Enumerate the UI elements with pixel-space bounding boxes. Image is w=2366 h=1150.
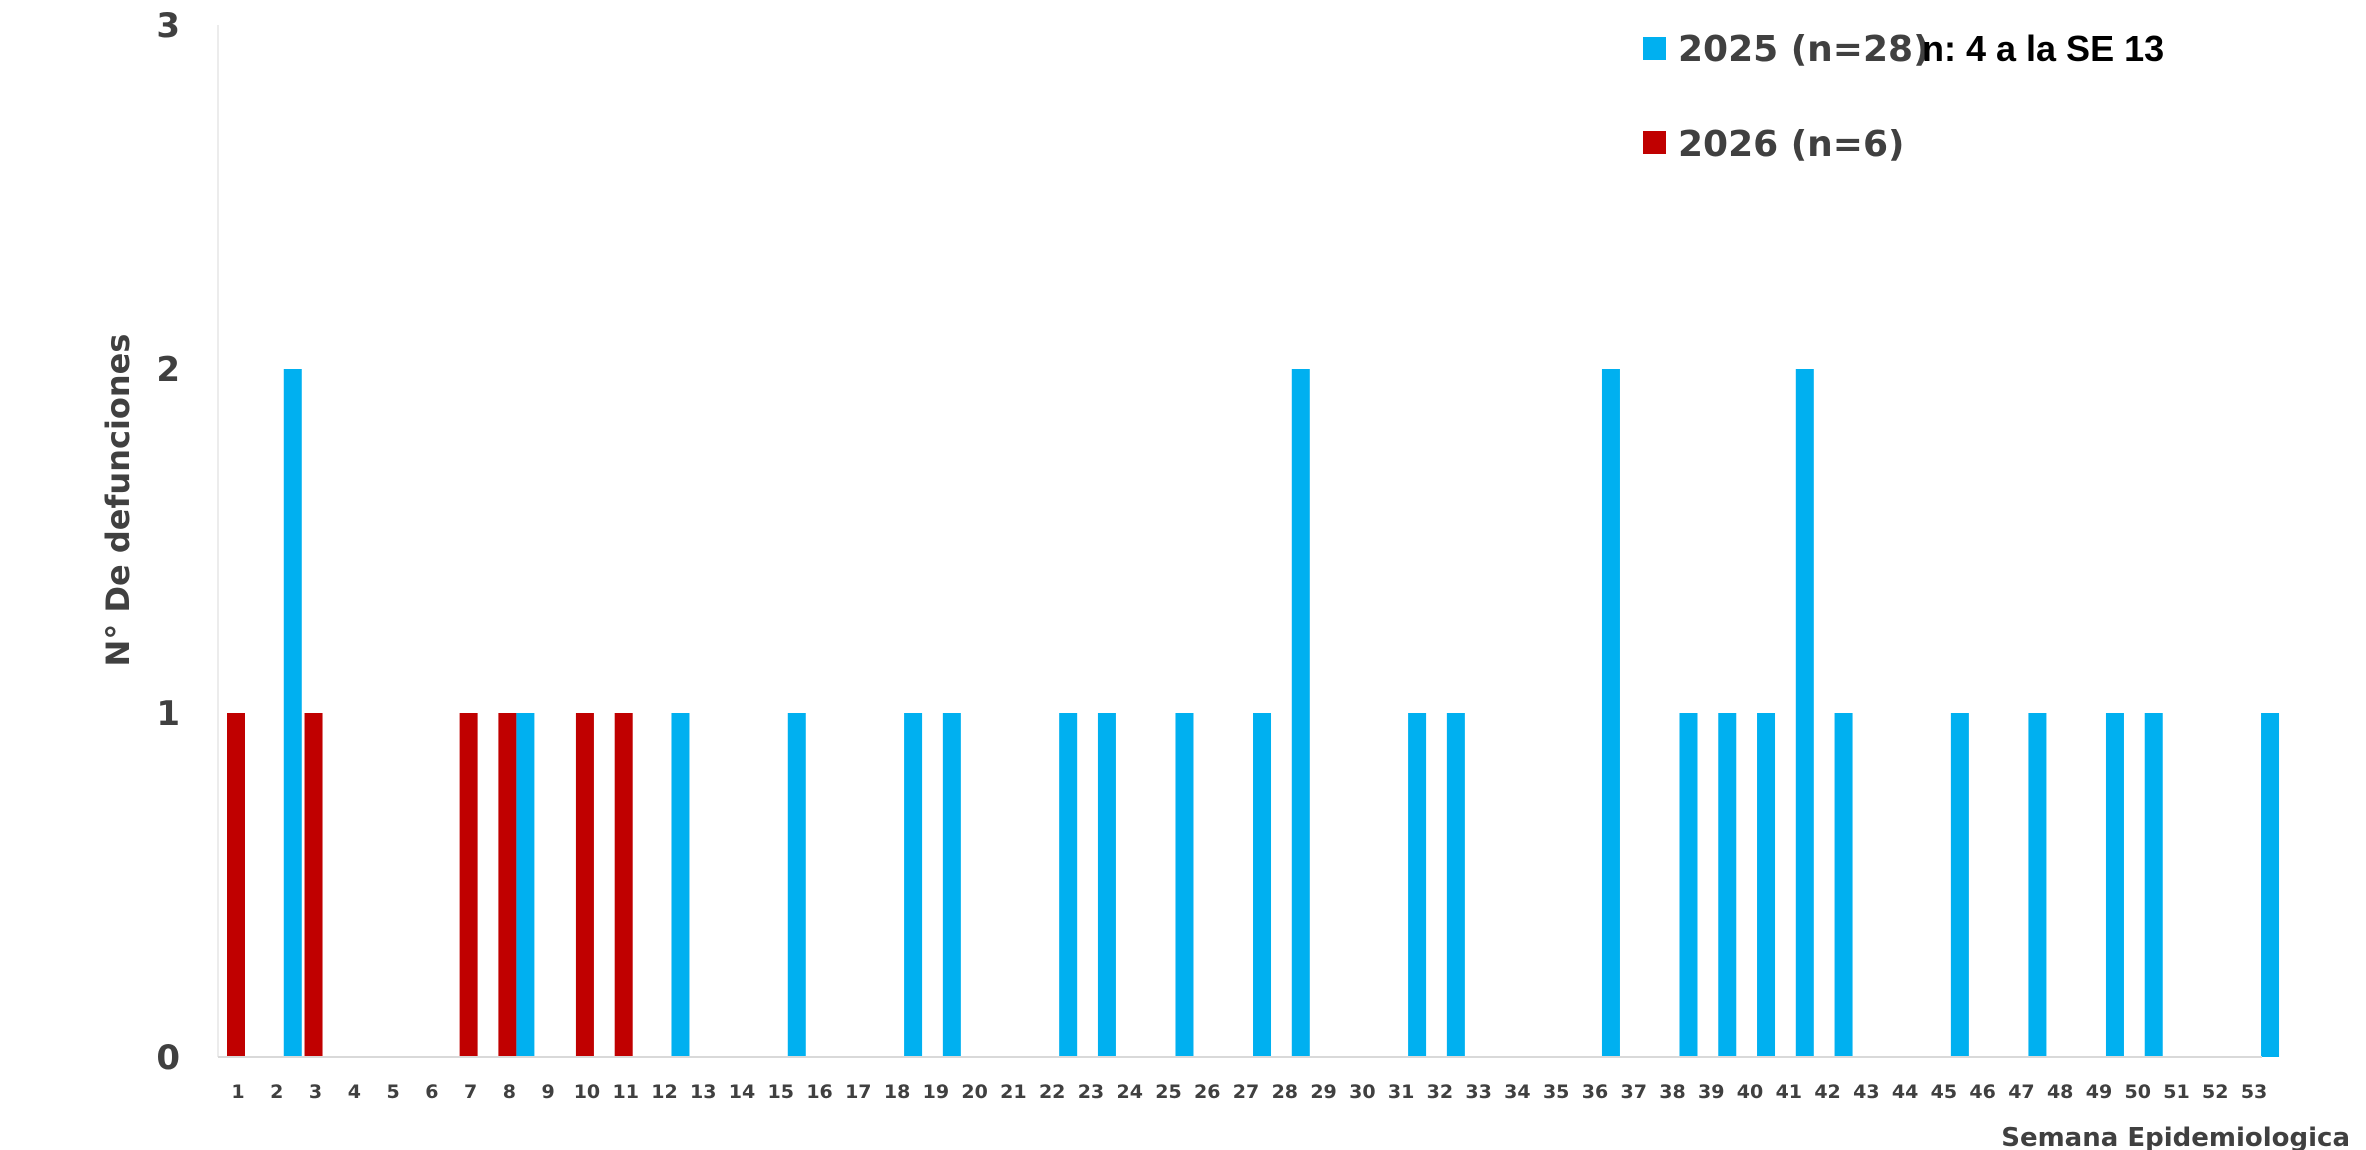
x-tick-label: 12 bbox=[651, 1081, 677, 1103]
bar-2025-se-41 bbox=[1795, 369, 1814, 1057]
x-tick-label: 24 bbox=[1116, 1081, 1142, 1103]
x-tick-label: 1 bbox=[231, 1081, 244, 1103]
x-tick-label: 37 bbox=[1620, 1081, 1646, 1103]
x-tick-label: 42 bbox=[1814, 1081, 1840, 1103]
x-tick-label: 45 bbox=[1931, 1081, 1957, 1103]
y-tick-labels: 0 1 2 3 bbox=[156, 6, 180, 1078]
x-tick-label: 51 bbox=[2163, 1081, 2189, 1103]
bar-2025-se-47 bbox=[2028, 713, 2047, 1057]
legend-label-2026: 2026 (n=6) bbox=[1678, 124, 1904, 165]
x-tick-label: 23 bbox=[1078, 1081, 1104, 1103]
bar-2026-se-3 bbox=[304, 713, 323, 1057]
bar-2025-se-19 bbox=[942, 713, 961, 1057]
x-tick-label: 50 bbox=[2125, 1081, 2151, 1103]
x-tick-label: 36 bbox=[1582, 1081, 1608, 1103]
x-tick-label: 7 bbox=[464, 1081, 477, 1103]
bar-2025-se-22 bbox=[1059, 713, 1078, 1057]
x-tick-label: 46 bbox=[1969, 1081, 1995, 1103]
x-tick-label: 6 bbox=[425, 1081, 438, 1103]
bar-2026-se-1 bbox=[227, 713, 245, 1057]
x-tick-label: 14 bbox=[729, 1081, 755, 1103]
x-tick-label: 52 bbox=[2202, 1081, 2228, 1103]
bar-2025-se-31 bbox=[1408, 713, 1427, 1057]
bars bbox=[227, 369, 2280, 1057]
bar-2025-se-27 bbox=[1253, 713, 1272, 1057]
x-tick-label: 47 bbox=[2008, 1081, 2034, 1103]
bar-2025-se-39 bbox=[1718, 713, 1737, 1057]
x-tick-label: 41 bbox=[1776, 1081, 1802, 1103]
y-tick-label: 0 bbox=[156, 1038, 180, 1078]
bar-2026-se-8 bbox=[498, 713, 517, 1057]
bar-2025-se-49 bbox=[2105, 713, 2124, 1057]
x-tick-label: 10 bbox=[574, 1081, 600, 1103]
x-tick-label: 53 bbox=[2241, 1081, 2267, 1103]
x-tick-label: 8 bbox=[503, 1081, 516, 1103]
x-tick-label: 11 bbox=[612, 1081, 638, 1103]
bar-2025-se-40 bbox=[1757, 713, 1776, 1057]
x-tick-label: 26 bbox=[1194, 1081, 1220, 1103]
x-tick-labels: 1 2 3 4 5 6 7 8 9 10 11 12 13 14 15 16 17 18 19 20 21 22 23 24 2… bbox=[231, 1081, 2267, 1103]
bar-2025-se-23 bbox=[1097, 713, 1116, 1057]
bar-2025-se-8 bbox=[516, 713, 535, 1057]
bar-2026-se-10 bbox=[575, 713, 594, 1057]
x-tick-label: 2 bbox=[270, 1081, 283, 1103]
legend-label-2025: 2025 (n=28) bbox=[1678, 29, 1930, 70]
bar-2025-se-12 bbox=[671, 713, 690, 1057]
x-tick-label: 5 bbox=[386, 1081, 399, 1103]
bar-2025-se-32 bbox=[1446, 713, 1465, 1057]
x-tick-label: 48 bbox=[2047, 1081, 2073, 1103]
x-tick-label: 33 bbox=[1465, 1081, 1491, 1103]
bar-2025-se-2 bbox=[283, 369, 302, 1057]
x-tick-label: 16 bbox=[806, 1081, 832, 1103]
x-tick-label: 21 bbox=[1000, 1081, 1026, 1103]
legend: 2025 (n=28) n: 4 a la SE 13 2026 (n=6) bbox=[1643, 28, 2164, 165]
legend-swatch-2026 bbox=[1643, 131, 1666, 154]
x-tick-label: 38 bbox=[1659, 1081, 1685, 1103]
bar-2025-se-45 bbox=[1950, 713, 1969, 1057]
bar-2025-se-42 bbox=[1834, 713, 1853, 1057]
y-tick-label: 1 bbox=[156, 694, 180, 734]
x-tick-label: 39 bbox=[1698, 1081, 1724, 1103]
bar-2025-se-15 bbox=[787, 713, 806, 1057]
x-tick-label: 28 bbox=[1272, 1081, 1298, 1103]
x-tick-label: 15 bbox=[768, 1081, 794, 1103]
bar-2025-se-36 bbox=[1601, 369, 1620, 1057]
x-tick-label: 19 bbox=[923, 1081, 949, 1103]
x-tick-label: 44 bbox=[1892, 1081, 1918, 1103]
x-tick-label: 4 bbox=[348, 1081, 361, 1103]
y-axis-title: N° De defunciones bbox=[99, 334, 137, 667]
x-axis-title: Semana Epidemiologica bbox=[2001, 1123, 2350, 1150]
x-tick-label: 49 bbox=[2086, 1081, 2112, 1103]
x-tick-label: 18 bbox=[884, 1081, 910, 1103]
x-tick-label: 43 bbox=[1853, 1081, 1879, 1103]
bar-2025-se-25 bbox=[1175, 713, 1194, 1057]
bar-2026-se-7 bbox=[459, 713, 478, 1057]
x-tick-label: 34 bbox=[1504, 1081, 1530, 1103]
x-tick-label: 20 bbox=[961, 1081, 987, 1103]
bar-2025-se-18 bbox=[904, 713, 923, 1057]
x-tick-label: 17 bbox=[845, 1081, 871, 1103]
x-tick-label: 29 bbox=[1310, 1081, 1336, 1103]
x-tick-label: 22 bbox=[1039, 1081, 1065, 1103]
x-tick-label: 27 bbox=[1233, 1081, 1259, 1103]
bar-2025-se-28 bbox=[1291, 369, 1310, 1057]
legend-swatch-2025 bbox=[1643, 37, 1666, 60]
y-tick-label: 2 bbox=[156, 350, 180, 390]
x-tick-label: 30 bbox=[1349, 1081, 1375, 1103]
x-tick-label: 3 bbox=[309, 1081, 322, 1103]
x-tick-label: 32 bbox=[1427, 1081, 1453, 1103]
x-tick-label: 9 bbox=[542, 1081, 555, 1103]
bar-2025-se-38 bbox=[1679, 713, 1698, 1057]
legend-note: n: 4 a la SE 13 bbox=[1922, 28, 2164, 69]
bar-2025-se-53 bbox=[2261, 713, 2280, 1057]
x-tick-label: 31 bbox=[1388, 1081, 1414, 1103]
x-tick-label: 25 bbox=[1155, 1081, 1181, 1103]
x-tick-label: 35 bbox=[1543, 1081, 1569, 1103]
y-tick-label: 3 bbox=[156, 6, 180, 46]
bar-2026-se-11 bbox=[614, 713, 633, 1057]
x-tick-label: 13 bbox=[690, 1081, 716, 1103]
x-tick-label: 40 bbox=[1737, 1081, 1763, 1103]
bar-2025-se-50 bbox=[2144, 713, 2163, 1057]
